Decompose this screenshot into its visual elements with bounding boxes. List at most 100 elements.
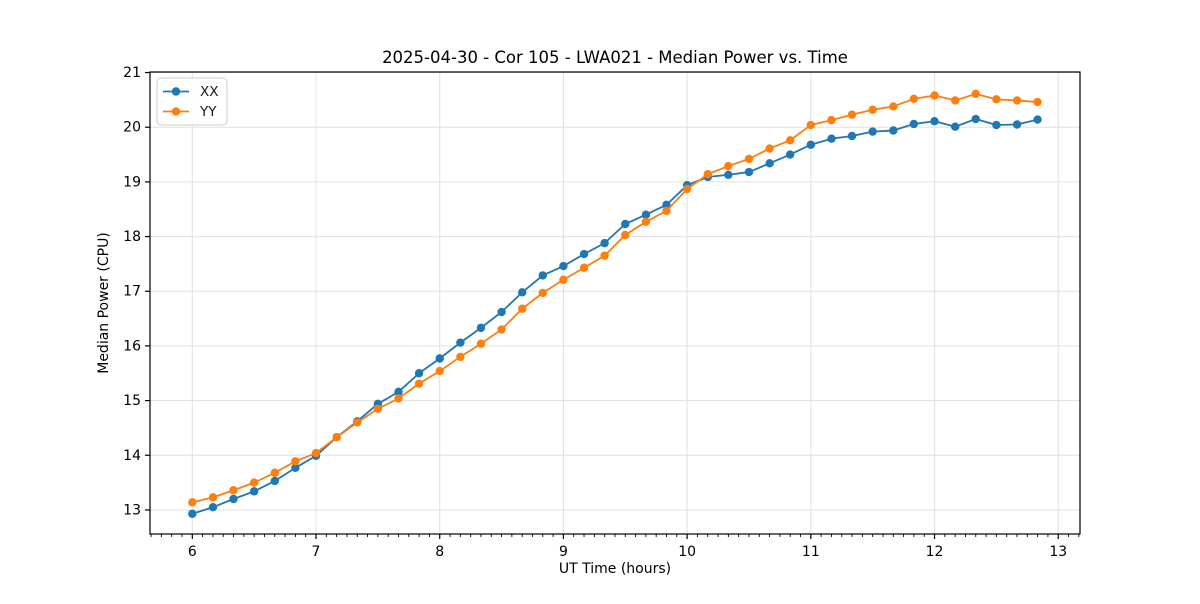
data-point-yy [1012,96,1022,105]
data-point-yy [847,110,857,119]
chart-title: 2025-04-30 - Cor 105 - LWA021 - Median P… [382,48,848,67]
data-point-xx [497,307,506,317]
legend-label-yy: YY [199,104,217,120]
data-point-yy [621,230,630,240]
data-point-yy [476,339,486,348]
data-point-yy [868,105,877,114]
y-axis-label: Median Power (CPU) [96,232,112,374]
data-point-yy [662,206,671,216]
legend-marker-xx [171,87,181,96]
data-point-yy [373,404,383,413]
data-point-xx [559,261,568,271]
data-point-xx [291,463,300,473]
data-point-yy [249,478,259,487]
data-point-yy [1033,97,1042,107]
data-point-yy [353,418,362,427]
y-tick-label: 15 [123,393,141,409]
data-point-xx [765,159,774,168]
data-point-xx [785,150,795,159]
data-point-yy [785,136,795,145]
data-series [188,89,1042,518]
data-point-yy [332,433,341,442]
data-point-xx [662,200,671,210]
data-point-xx [868,127,877,136]
y-tick-label: 13 [123,502,141,518]
data-point-yy [291,457,300,466]
data-point-xx [208,503,218,512]
data-point-yy [827,115,836,125]
data-point-yy [600,251,609,260]
data-point-yy [579,263,589,272]
legend: XX YY [156,77,228,126]
data-point-yy [930,91,939,100]
data-point-xx [641,210,651,219]
data-point-xx [827,134,836,143]
legend-marker-yy [171,107,181,116]
x-tick-label: 6 [188,544,197,560]
data-point-xx [270,476,280,486]
data-point-yy [559,275,568,284]
data-point-yy [229,486,238,495]
data-point-xx [1033,115,1042,124]
data-point-yy [682,184,692,194]
y-tick-label: 14 [123,448,141,464]
series-yy [188,89,1042,507]
data-point-xx [249,487,259,496]
data-point-xx [930,117,939,126]
data-point-yy [208,493,218,502]
data-point-xx [806,140,816,149]
data-point-yy [889,102,898,111]
data-point-xx [518,288,527,297]
data-point-xx [579,249,589,259]
data-point-yy [950,96,960,105]
data-point-xx [394,387,403,397]
data-point-xx [456,338,465,347]
data-point-xx [414,369,424,378]
data-point-xx [847,131,857,141]
x-axis-label: UT Time (hours) [559,561,671,577]
y-tick-label: 16 [123,338,141,354]
series-xx [188,114,1042,518]
series-line-yy [192,92,1038,504]
data-point-yy [538,288,547,298]
data-point-yy [311,448,321,458]
data-point-xx [600,238,609,248]
data-point-yy [518,304,527,313]
data-point-xx [1012,120,1022,129]
x-tick-label: 9 [559,544,568,560]
data-point-yy [641,217,651,227]
legend-item-xx: XX [163,84,219,100]
data-point-xx [950,122,960,131]
axes: 6 7 8 9 10 11 12 13 13 14 15 16 17 18 19 20 21 [123,65,1081,560]
data-point-xx [229,494,238,504]
y-tick-label: 18 [123,229,141,245]
legend-item-yy: YY [163,104,217,120]
data-point-yy [497,325,506,334]
x-tick-label: 11 [802,544,820,560]
data-point-yy [992,95,1001,104]
data-point-xx [188,509,197,518]
data-point-xx [621,219,630,229]
data-point-yy [703,170,712,179]
data-point-yy [435,366,444,376]
x-tick-label: 10 [678,544,696,560]
y-tick-label: 17 [123,284,141,300]
data-point-yy [971,89,980,99]
y-tick-label: 20 [123,120,141,136]
x-tick-label: 12 [926,544,944,560]
x-tick-label: 13 [1049,544,1067,560]
x-tick-label: 8 [435,544,444,560]
y-tick-label: 21 [123,65,141,81]
data-point-xx [538,271,547,280]
data-point-xx [724,170,733,179]
legend-label-xx: XX [200,84,219,100]
data-point-yy [456,352,465,362]
data-point-xx [889,126,898,135]
data-point-yy [394,394,403,403]
data-point-yy [744,154,754,164]
x-tick-label: 7 [312,544,321,560]
data-point-yy [765,144,774,153]
data-point-xx [971,114,980,124]
